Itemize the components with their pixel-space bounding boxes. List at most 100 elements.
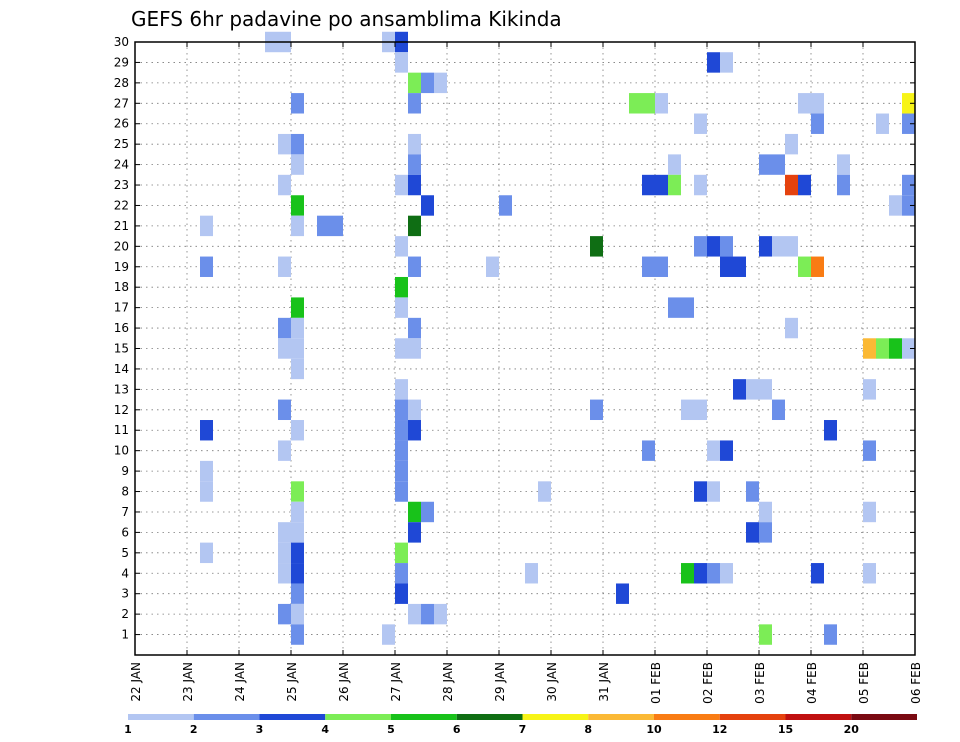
data-cell: [291, 563, 304, 584]
x-tick-label: 23 JAN: [181, 662, 195, 702]
y-tick-label: 14: [114, 362, 129, 376]
colorbar-label: 6: [453, 723, 461, 736]
data-cell: [434, 72, 447, 94]
data-cell: [655, 256, 668, 277]
data-cell: [642, 440, 655, 461]
data-cell: [200, 481, 213, 502]
data-cell: [772, 399, 785, 421]
data-cell: [785, 317, 798, 339]
data-cell: [759, 379, 772, 400]
data-cell: [408, 522, 421, 543]
data-cell: [629, 93, 642, 114]
data-cell: [694, 481, 707, 502]
y-tick-label: 29: [114, 55, 129, 69]
data-cell: [291, 501, 304, 523]
y-tick-label: 19: [114, 260, 129, 274]
data-cell: [291, 583, 304, 604]
data-cell: [759, 522, 772, 543]
data-cell: [590, 399, 603, 421]
data-cell: [278, 338, 291, 359]
data-cell: [395, 297, 408, 318]
colorbar-swatch: [588, 714, 654, 720]
data-cell: [707, 440, 720, 461]
data-cell: [889, 195, 902, 216]
y-tick-label: 22: [114, 198, 129, 212]
data-cell: [408, 501, 421, 523]
x-tick-label: 28 JAN: [441, 662, 455, 702]
y-tick-label: 6: [121, 525, 129, 539]
data-cell: [278, 317, 291, 339]
data-cell: [681, 297, 694, 318]
data-cell: [863, 501, 876, 523]
y-tick-label: 4: [121, 566, 129, 580]
data-cell: [434, 603, 447, 625]
data-cell: [902, 113, 915, 134]
data-cell: [681, 563, 694, 584]
data-cell: [408, 174, 421, 196]
data-cell: [395, 481, 408, 502]
data-cell: [746, 481, 759, 502]
data-cell: [291, 195, 304, 216]
data-cell: [837, 154, 850, 175]
data-cell: [278, 174, 291, 196]
data-cell: [291, 215, 304, 237]
data-cell: [772, 236, 785, 257]
data-cell: [408, 93, 421, 114]
data-cell: [408, 603, 421, 625]
data-cell: [291, 420, 304, 441]
colorbar-swatch: [391, 714, 457, 720]
data-cell: [395, 399, 408, 421]
data-cell: [291, 297, 304, 318]
colorbar-label: 2: [190, 723, 198, 736]
data-cell: [798, 174, 811, 196]
data-cell: [889, 338, 902, 359]
data-cell: [668, 297, 681, 318]
data-cell: [720, 256, 733, 277]
y-tick-label: 25: [114, 137, 129, 151]
colorbar-swatch: [259, 714, 326, 720]
colorbar-label: 5: [387, 723, 395, 736]
y-tick-label: 11: [114, 423, 129, 437]
data-cell: [642, 93, 655, 114]
data-cell: [655, 93, 668, 114]
y-tick-label: 24: [114, 158, 129, 172]
data-cell: [421, 603, 434, 625]
colorbar-swatch: [128, 714, 194, 720]
x-tick-label: 04 FEB: [805, 662, 819, 704]
data-cell: [200, 420, 213, 441]
y-tick-label: 7: [121, 505, 129, 519]
data-cell: [291, 603, 304, 625]
data-cell: [785, 174, 798, 196]
colorbar-label: 1: [124, 723, 132, 736]
data-cell: [525, 563, 538, 584]
data-cell: [395, 174, 408, 196]
data-cell: [278, 603, 291, 625]
data-cell: [746, 522, 759, 543]
data-cell: [395, 338, 408, 359]
data-cell: [395, 52, 408, 73]
data-cell: [486, 256, 499, 277]
data-cell: [200, 256, 213, 277]
data-cell: [278, 440, 291, 461]
data-cell: [291, 154, 304, 175]
data-cell: [642, 174, 655, 196]
data-cell: [811, 113, 824, 134]
data-cell: [707, 563, 720, 584]
data-cell: [278, 542, 291, 564]
data-cell: [330, 215, 343, 237]
data-cell: [902, 93, 915, 114]
data-cell: [499, 195, 512, 216]
data-cell: [278, 563, 291, 584]
data-cell: [395, 276, 408, 298]
data-cell: [291, 481, 304, 502]
data-cell: [902, 174, 915, 196]
colorbar-swatch: [851, 714, 917, 720]
data-cell: [291, 338, 304, 359]
y-tick-label: 21: [114, 219, 129, 233]
x-tick-label: 24 JAN: [233, 662, 247, 702]
data-cell: [720, 52, 733, 73]
data-cell: [421, 195, 434, 216]
data-cell: [200, 215, 213, 237]
y-tick-label: 23: [114, 178, 129, 192]
data-cell: [876, 338, 889, 359]
